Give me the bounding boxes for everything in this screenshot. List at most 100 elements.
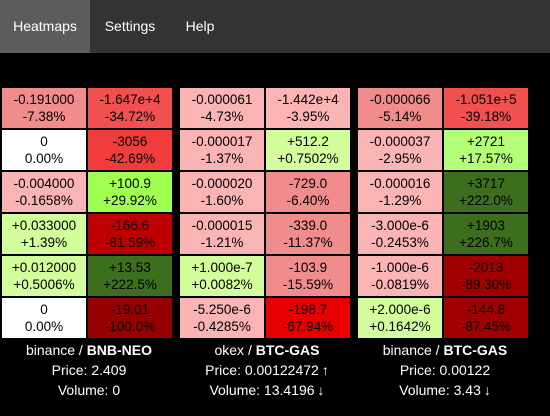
heatmap-cell: +3717 +222.0% [444, 172, 528, 212]
cell-percent: -1.29% [378, 193, 422, 208]
cell-percent: -0.1658% [15, 193, 73, 208]
cell-percent: +222.0% [459, 193, 513, 208]
market-name: okex / BTC-GAS [180, 340, 354, 360]
cell-value: -0.000015 [191, 218, 253, 233]
cell-value: -0.000066 [369, 92, 431, 107]
cell-value: +0.012000 [11, 260, 77, 275]
cell-value: -339.0 [288, 218, 328, 233]
cell-percent: +226.7% [459, 235, 513, 250]
cell-percent: -87.45% [460, 319, 512, 334]
heatmap-cell: -0.000066 -5.14% [358, 88, 442, 128]
cell-value: -729.0 [288, 176, 328, 191]
cell-value: -2013 [468, 260, 504, 275]
heatmap-cell: +13.53 +222.5% [88, 256, 172, 296]
cell-percent: -11.37% [283, 235, 333, 250]
menu-heatmaps[interactable]: Heatmaps [0, 0, 90, 53]
heatmap-cell: -5.250e-6 -0.4285% [180, 298, 264, 338]
cell-value: +1903 [467, 218, 505, 233]
pair-name: BTC-GAS [443, 342, 508, 358]
cell-value: -1.442e+4 [277, 92, 339, 107]
cell-value: -1.051e+5 [455, 92, 517, 107]
pair-name: BNB-NEO [86, 342, 153, 358]
cell-percent: +29.92% [103, 193, 157, 208]
market-caption: binance / BNB-NEO Price: 2.409 Volume: 0 [2, 340, 176, 400]
cell-value: -3.000e-6 [371, 218, 429, 233]
cell-percent: -2.95% [378, 151, 422, 166]
heatmap-cell: -0.000037 -2.95% [358, 130, 442, 170]
cell-value: +2.000e-6 [369, 302, 431, 317]
cell-percent: 0.00% [24, 151, 64, 166]
cell-percent: -34.72% [104, 109, 156, 124]
heatmap-cell: +0.012000 +0.5006% [2, 256, 86, 296]
cell-percent: 0.00% [24, 319, 64, 334]
cell-value: -3056 [112, 134, 148, 149]
market-name: binance / BNB-NEO [2, 340, 176, 360]
cell-percent: -67.94% [282, 319, 334, 334]
volume-line: Volume: 3.43 ↓ [399, 382, 491, 398]
heatmap-cell: -2013 -89.30% [444, 256, 528, 296]
heatmap-cell: -0.000016 -1.29% [358, 172, 442, 212]
heatmap-cell: -0.000015 -1.21% [180, 214, 264, 254]
heatmap-cell: -166.6 -81.59% [88, 214, 172, 254]
heatmap-cell: -3056 -42.69% [88, 130, 172, 170]
heatmap-cell: -19.01 -100.0% [88, 298, 172, 338]
menu-help[interactable]: Help [185, 18, 215, 34]
heatmap-cell: +1903 +226.7% [444, 214, 528, 254]
heatmap-cell: -144.8 -87.45% [444, 298, 528, 338]
cell-value: -0.000020 [191, 176, 253, 191]
exchange-name: binance / [382, 342, 444, 358]
cell-value: -0.000016 [369, 176, 431, 191]
pair-name: BTC-GAS [255, 342, 320, 358]
cell-value: -5.250e-6 [193, 302, 251, 317]
exchange-name: binance / [25, 342, 87, 358]
heatmap-cell: +2.000e-6 +0.1642% [358, 298, 442, 338]
cell-value: +100.9 [109, 176, 151, 191]
heatmap-panel: -0.191000 -7.38% -1.647e+4 -34.72% 0 0.00% -30… [2, 88, 176, 400]
cell-percent: -3.95% [286, 109, 330, 124]
volume-line: Volume: 0 [57, 382, 121, 398]
top-menu-bar: Heatmaps Settings Help [0, 0, 550, 53]
heatmap-cell: 0 0.00% [2, 298, 86, 338]
exchange-name: okex / [214, 342, 256, 358]
cell-percent: -5.14% [378, 109, 422, 124]
menu-settings[interactable]: Settings [104, 18, 156, 34]
heatmap-cell: +1.000e-7 +0.0082% [180, 256, 264, 296]
cell-value: -103.9 [288, 260, 328, 275]
cell-percent: -7.38% [22, 109, 66, 124]
cell-percent: -100.0% [104, 319, 156, 334]
cell-value: -0.191000 [13, 92, 75, 107]
heatmap-cell: +512.2 +0.7502% [266, 130, 350, 170]
heatmap-grid: -0.191000 -7.38% -1.647e+4 -34.72% 0 0.00% -30… [2, 88, 176, 338]
cell-percent: +1.39% [20, 235, 68, 250]
cell-value: -198.7 [288, 302, 328, 317]
cell-value: -144.8 [466, 302, 506, 317]
cell-value: -1.000e-6 [371, 260, 429, 275]
heatmap-cell: -198.7 -67.94% [266, 298, 350, 338]
cell-value: -0.000061 [191, 92, 253, 107]
cell-value: -0.004000 [13, 176, 75, 191]
heatmap-cell: -0.000017 -1.37% [180, 130, 264, 170]
heatmap-grid: -0.000061 -4.73% -1.442e+4 -3.95% -0.000017-… [180, 88, 354, 338]
cell-percent: -89.30% [460, 277, 512, 292]
market-name: binance / BTC-GAS [358, 340, 532, 360]
heatmap-cell: 0 0.00% [2, 130, 86, 170]
cell-value: +13.53 [109, 260, 151, 275]
cell-value: +1.000e-7 [191, 260, 253, 275]
heatmap-cell: -3.000e-6 -0.2453% [358, 214, 442, 254]
cell-percent: -1.60% [200, 193, 244, 208]
price-line: Price: 2.409 [51, 362, 127, 378]
heatmap-cell: -339.0 -11.37% [266, 214, 350, 254]
cell-value: +0.033000 [11, 218, 77, 233]
cell-value: -166.6 [110, 218, 150, 233]
cell-percent: +0.5006% [13, 277, 75, 292]
cell-percent: -0.4285% [193, 319, 251, 334]
heatmap-cell: -0.000020 -1.60% [180, 172, 264, 212]
cell-value: -1.647e+4 [99, 92, 161, 107]
heatmap-panel: -0.000066 -5.14% -1.051e+5 -39.18% -0.000037… [358, 88, 532, 400]
cell-percent: -15.59% [282, 277, 334, 292]
cell-value: -19.01 [110, 302, 150, 317]
heatmap-cell: -729.0 -6.40% [266, 172, 350, 212]
arrow-up-icon: ↑ [321, 362, 329, 378]
heatmap-cell: -1.051e+5 -39.18% [444, 88, 528, 128]
cell-percent: -6.40% [286, 193, 330, 208]
